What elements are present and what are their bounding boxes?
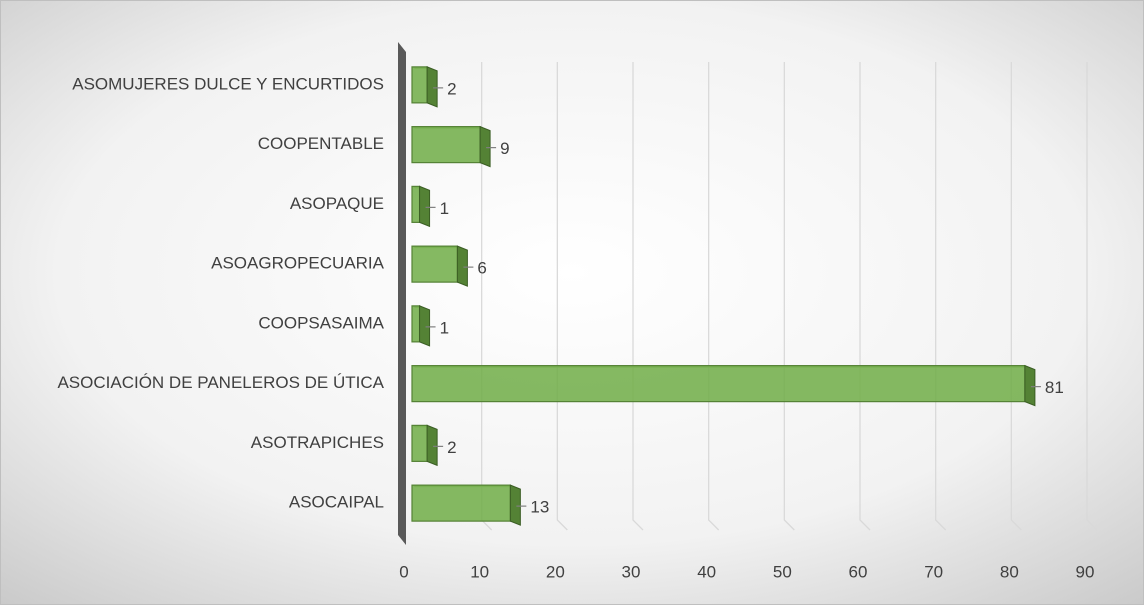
data-label: 6 — [477, 259, 486, 278]
bar — [411, 66, 428, 104]
data-label: 9 — [500, 139, 509, 158]
y-tick-label: ASOMUJERES DULCE Y ENCURTIDOS — [72, 74, 384, 93]
x-tick-label: 0 — [399, 562, 408, 581]
bar — [411, 484, 511, 522]
x-tick-label: 60 — [849, 562, 868, 581]
axis-wall — [398, 42, 406, 545]
x-tick-label: 90 — [1076, 562, 1095, 581]
grid-line — [708, 62, 720, 531]
y-tick-label: ASOAGROPECUARIA — [211, 254, 385, 273]
x-tick-label: 70 — [924, 562, 943, 581]
data-label: 1 — [440, 318, 449, 337]
grid-line — [783, 62, 795, 531]
bar-side — [1024, 364, 1036, 407]
x-tick-label: 10 — [470, 562, 489, 581]
grid-line — [859, 62, 871, 531]
bar — [411, 245, 459, 283]
y-tick-label: COOPENTABLE — [258, 134, 384, 153]
bar — [411, 126, 481, 164]
y-tick-label: ASOCIACIÓN DE PANELEROS DE ÚTICA — [57, 373, 384, 392]
grid-line — [1010, 62, 1022, 531]
bar-side — [456, 245, 468, 287]
x-tick-label: 40 — [697, 562, 716, 581]
bar — [411, 365, 1026, 403]
y-tick-label: ASOCAIPAL — [289, 493, 384, 512]
grid-line — [935, 62, 947, 531]
x-tick-label: 50 — [773, 562, 792, 581]
bar-side — [479, 125, 491, 168]
data-label: 13 — [530, 498, 549, 517]
grid-line — [632, 62, 644, 531]
data-label: 2 — [447, 79, 456, 98]
grid-line — [556, 62, 568, 531]
bar — [411, 305, 421, 343]
bar-side — [426, 66, 438, 108]
bar-side — [426, 424, 438, 467]
data-label: 81 — [1045, 378, 1064, 397]
bar-side — [419, 185, 431, 228]
x-tick-label: 30 — [622, 562, 641, 581]
bar — [411, 185, 421, 223]
data-label: 2 — [447, 438, 456, 457]
bar-side — [509, 484, 521, 526]
y-tick-label: ASOTRAPICHES — [251, 433, 384, 452]
x-tick-label: 80 — [1000, 562, 1019, 581]
bar-side — [419, 305, 431, 347]
x-tick-label: 20 — [546, 562, 565, 581]
y-tick-label: COOPSASAIMA — [258, 313, 384, 332]
grid-line — [1086, 62, 1098, 531]
bar — [411, 424, 428, 462]
y-tick-label: ASOPAQUE — [290, 194, 384, 213]
data-label: 1 — [440, 199, 449, 218]
